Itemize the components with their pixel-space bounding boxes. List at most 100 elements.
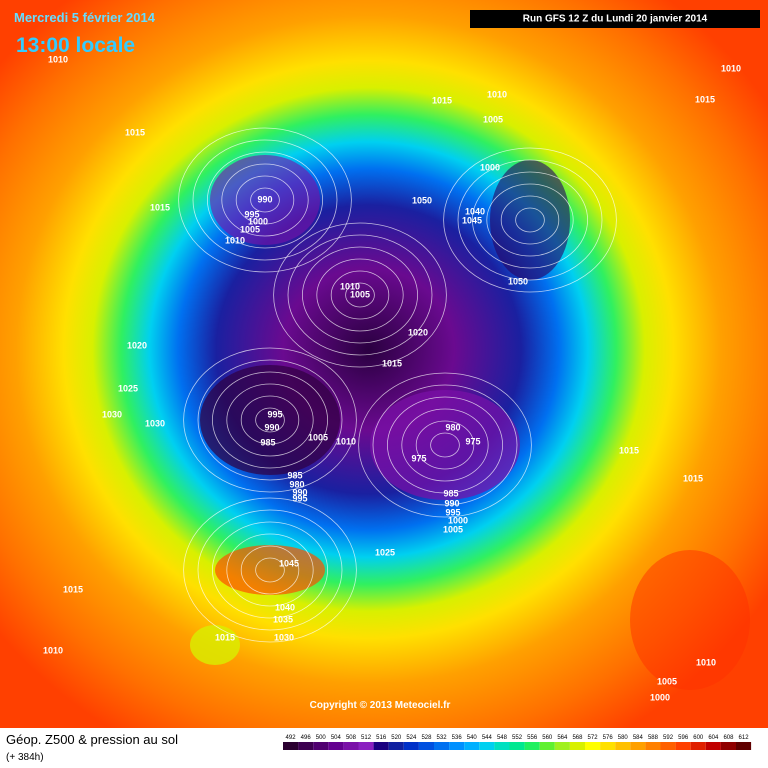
pressure-label: 990	[292, 487, 307, 497]
isobar	[316, 258, 404, 332]
level-label: 560	[542, 735, 553, 741]
level-label: 536	[452, 735, 463, 741]
level-swatch	[403, 742, 419, 750]
pressure-label: 1015	[619, 445, 639, 455]
low-area	[200, 365, 340, 475]
level-swatch	[298, 742, 314, 750]
pressure-label: 1030	[274, 632, 294, 642]
pressure-label: 1005	[308, 432, 328, 442]
isobar	[192, 139, 338, 261]
high-area	[215, 545, 325, 595]
level-swatch	[283, 742, 299, 750]
isobar	[443, 147, 617, 293]
level-label: 528	[421, 735, 432, 741]
pressure-label: 1010	[336, 436, 356, 446]
isobar	[197, 509, 343, 631]
pressure-label: 980	[289, 479, 304, 489]
isobar	[358, 372, 532, 518]
level-label: 608	[723, 735, 734, 741]
pressure-label: 1010	[48, 54, 68, 64]
level-label: 548	[497, 735, 508, 741]
pressure-label: 990	[444, 498, 459, 508]
pressure-label: 1015	[125, 127, 145, 137]
map: Run GFS 12 Z du Lundi 20 janvier 2014 Me…	[0, 0, 768, 728]
level-swatch	[675, 742, 691, 750]
low-area	[490, 160, 570, 280]
pressure-label: 1015	[215, 632, 235, 642]
level-swatch	[313, 742, 329, 750]
pressure-label: 980	[445, 422, 460, 432]
level-swatch	[358, 742, 374, 750]
isobar	[457, 159, 603, 281]
level-label: 492	[286, 735, 297, 741]
level-swatch	[539, 742, 555, 750]
isobar	[221, 163, 309, 237]
pressure-label: 1050	[508, 276, 528, 286]
pressure-label: 1030	[102, 409, 122, 419]
level-swatch	[660, 742, 676, 750]
pressure-label: 1010	[43, 645, 63, 655]
pressure-label: 985	[260, 437, 275, 447]
level-label: 584	[633, 735, 644, 741]
level-swatch	[388, 742, 404, 750]
pressure-label: 1015	[683, 473, 703, 483]
pressure-label: 1020	[127, 340, 147, 350]
level-swatch	[690, 742, 706, 750]
level-swatch	[464, 742, 480, 750]
level-label: 556	[527, 735, 538, 741]
copyright: Copyright © 2013 Meteociel.fr	[310, 700, 451, 711]
isobar	[197, 359, 343, 481]
run-box	[470, 10, 760, 28]
isobar	[211, 521, 328, 619]
level-label: 500	[316, 735, 327, 741]
pressure-label: 1005	[657, 676, 677, 686]
pressure-label: 1040	[275, 602, 295, 612]
pressure-label: 1015	[382, 358, 402, 368]
level-label: 564	[557, 735, 568, 741]
isobar	[301, 246, 418, 344]
level-label: 532	[437, 735, 448, 741]
pressure-label: 995	[267, 409, 282, 419]
pressure-label: 1005	[350, 289, 370, 299]
high-area	[630, 550, 750, 690]
level-label: 592	[663, 735, 674, 741]
level-swatch	[630, 742, 646, 750]
pressure-label: 1020	[408, 327, 428, 337]
isobar	[430, 432, 460, 458]
pressure-label: 1005	[443, 524, 463, 534]
pressure-label: 1000	[248, 216, 268, 226]
isobar	[240, 395, 300, 445]
level-label: 496	[301, 735, 312, 741]
isobar	[255, 557, 285, 583]
isobar	[500, 195, 560, 245]
isobar	[255, 407, 285, 433]
isobar	[183, 497, 357, 643]
level-swatch	[524, 742, 540, 750]
level-swatch	[328, 742, 344, 750]
pressure-label: 985	[287, 470, 302, 480]
isobar	[178, 127, 352, 273]
date: Mercredi 5 février 2014	[14, 10, 156, 25]
level-swatch	[449, 742, 465, 750]
isobar	[330, 270, 390, 320]
isobar	[471, 171, 588, 269]
pressure-label: 975	[411, 453, 426, 463]
level-label: 588	[648, 735, 659, 741]
isobar	[415, 420, 475, 470]
pressure-label: 990	[264, 422, 279, 432]
isobar	[287, 234, 433, 356]
level-label: 540	[467, 735, 478, 741]
pressure-label: 985	[443, 488, 458, 498]
isobar	[240, 545, 300, 595]
level-swatch	[418, 742, 434, 750]
level-label: 576	[603, 735, 614, 741]
pressure-label: 1025	[375, 547, 395, 557]
level-swatch	[615, 742, 631, 750]
pressure-label: 995	[292, 493, 307, 503]
run-info: Run GFS 12 Z du Lundi 20 janvier 2014	[523, 14, 708, 25]
level-swatch	[569, 742, 585, 750]
level-label: 520	[391, 735, 402, 741]
pressure-label: 1040	[465, 206, 485, 216]
pressure-label: 1015	[63, 584, 83, 594]
